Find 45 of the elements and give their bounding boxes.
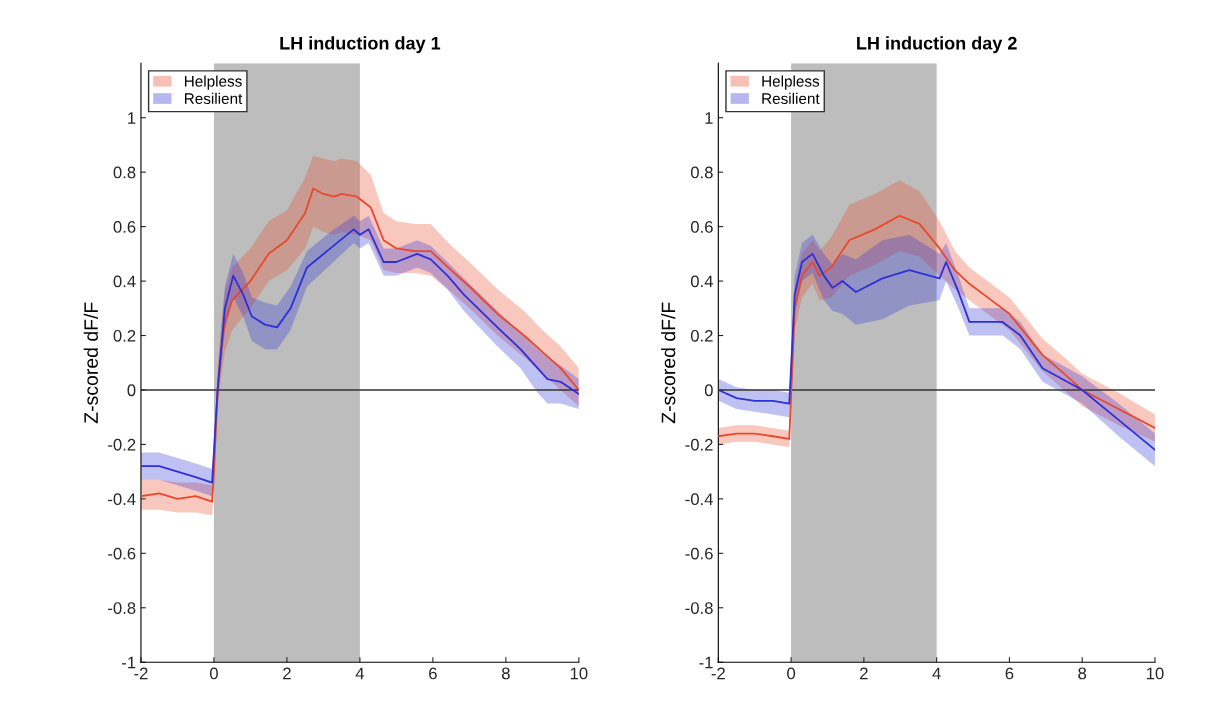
y-tick-label: 1 [705, 112, 713, 124]
x-tick-label: 2 [283, 667, 291, 680]
y-tick-label: 0.4 [690, 275, 713, 288]
x-tick-label: 6 [1005, 667, 1014, 680]
y-tick-label: -0.6 [685, 547, 713, 560]
y-tick-label: -0.2 [108, 438, 136, 451]
x-tick-label: 2 [860, 667, 868, 680]
line-series [718, 214, 1155, 440]
x-tick-label: 6 [429, 667, 437, 680]
x-tick-label: 8 [1078, 667, 1087, 680]
x-tick-label: 4 [355, 667, 365, 680]
y-tick-label: 0.2 [690, 329, 713, 342]
legend-label: Helpless [184, 75, 242, 90]
y-tick-label: -0.8 [685, 602, 713, 614]
y-tick-label: -0.2 [685, 438, 713, 451]
legend-label: Helpless [762, 75, 820, 90]
y-tick-label: 0.4 [113, 275, 136, 288]
x-tick-label: 10 [570, 667, 588, 680]
x-tick-label: 0 [209, 667, 218, 680]
y-axis-title: Z-scored dF/F [661, 302, 676, 424]
legend-label: Resilient [184, 92, 243, 105]
x-tick-label: 8 [501, 667, 510, 680]
y-tick-label: -0.4 [108, 493, 136, 506]
y-tick-label: 0.2 [113, 329, 136, 342]
x-tick-label: -2 [711, 667, 725, 680]
x-tick-label: 4 [932, 667, 941, 680]
y-tick-label: -0.4 [685, 493, 713, 506]
y-tick-label: 0.6 [113, 221, 136, 233]
y-tick-label: -1 [699, 656, 713, 669]
y-tick-label: 0.6 [690, 221, 713, 233]
legend-label: Resilient [762, 92, 820, 105]
y-axis-title: Z-scored dF/F [83, 302, 98, 424]
x-tick-label: -2 [134, 667, 148, 680]
y-tick-label: 0 [704, 384, 713, 397]
x-tick-label: 10 [1146, 667, 1164, 680]
y-tick-label: -0.6 [108, 547, 136, 560]
y-tick-label: 0.8 [113, 166, 136, 179]
y-tick-label: -0.8 [108, 602, 136, 614]
y-tick-label: 0.8 [690, 166, 713, 179]
chart-title: LH induction day 2 [857, 36, 1017, 54]
x-tick-label: 0 [787, 667, 796, 680]
y-tick-label: -1 [122, 656, 136, 669]
chart-title: LH induction day 1 [280, 36, 441, 54]
y-tick-label: 0 [127, 384, 136, 397]
y-tick-label: 1 [128, 112, 136, 124]
